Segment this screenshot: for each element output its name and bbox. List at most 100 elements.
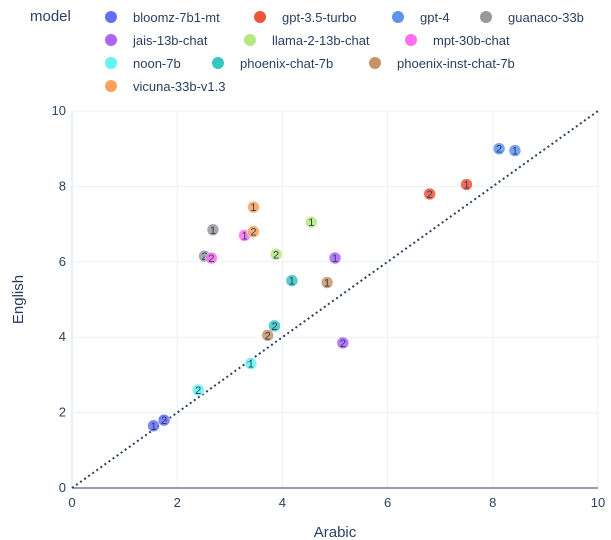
point-label: 2 (427, 189, 433, 201)
y-tick-label-3: 6 (59, 254, 66, 269)
point-guanaco-33b-1: 1 (206, 223, 220, 237)
legend-label: noon-7b (133, 56, 181, 71)
legend-item-mpt-30b-chat[interactable]: mpt-30b-chat (405, 33, 510, 48)
legend-item-guanaco-33b[interactable]: guanaco-33b (480, 10, 584, 25)
point-marker (244, 357, 258, 370)
point-label: 2 (208, 253, 214, 265)
y-tick-label-5: 10 (52, 103, 66, 118)
point-marker (269, 248, 283, 261)
point-marker (492, 142, 506, 155)
point-label: 2 (273, 249, 279, 261)
point-bloomz-7b1-mt-2: 2 (157, 413, 171, 427)
y-tick-label-2: 4 (59, 329, 66, 344)
point-label: 2 (271, 321, 277, 333)
point-marker (328, 251, 342, 265)
grid (71, 110, 599, 489)
point-label: 2 (250, 227, 256, 239)
point-llama-2-13b-chat-1: 1 (305, 215, 318, 229)
point-label: 1 (241, 230, 247, 242)
point-marker (261, 329, 274, 342)
point-label: 2 (201, 251, 207, 263)
point-marker (191, 383, 205, 397)
legend-label: jais-13b-chat (132, 33, 208, 48)
point-label: 1 (250, 202, 256, 214)
point-marker (423, 187, 436, 201)
legend-marker (212, 57, 224, 69)
point-vicuna-33b-v1.3-2: 2 (247, 225, 260, 239)
legend-marker (105, 11, 117, 23)
point-label: 1 (463, 180, 469, 192)
point-jais-13b-chat-1: 1 (328, 251, 342, 265)
legend-item-phoenix-chat-7b[interactable]: phoenix-chat-7b (212, 56, 333, 71)
point-jais-13b-chat-2: 2 (336, 336, 350, 350)
point-label: 1 (150, 421, 156, 433)
x-tick-label-0: 0 (68, 495, 75, 510)
x-tick-label-3: 6 (384, 495, 391, 510)
legend-label: bloomz-7b1-mt (133, 10, 220, 25)
point-gpt-3.5-turbo-1: 1 (460, 178, 473, 192)
point-label: 2 (496, 144, 502, 156)
legend-label: gpt-3.5-turbo (282, 10, 356, 25)
legend-marker (105, 34, 117, 46)
point-marker (205, 251, 218, 265)
legend-item-vicuna-33b-v1.3[interactable]: vicuna-33b-v1.3 (105, 79, 226, 94)
point-label: 2 (340, 338, 346, 350)
point-marker (508, 144, 522, 157)
legend-item-gpt-4[interactable]: gpt-4 (392, 10, 450, 25)
point-label: 2 (265, 330, 271, 342)
point-marker (247, 200, 260, 214)
point-vicuna-33b-v1.3-1: 1 (247, 200, 260, 214)
y-tick-label-1: 2 (59, 405, 66, 420)
legend-item-noon-7b[interactable]: noon-7b (105, 56, 181, 71)
legend-marker (369, 57, 381, 69)
point-marker (285, 274, 299, 287)
legend-item-gpt-3.5-turbo[interactable]: gpt-3.5-turbo (254, 10, 356, 25)
point-label: 1 (248, 359, 254, 371)
point-label: 1 (332, 253, 338, 265)
point-phoenix-chat-7b-2: 2 (268, 319, 281, 333)
legend-item-bloomz-7b1-mt[interactable]: bloomz-7b1-mt (105, 10, 220, 25)
point-noon-7b-1: 1 (244, 357, 258, 371)
point-label: 2 (195, 385, 201, 397)
legend-item-phoenix-inst-chat-7b[interactable]: phoenix-inst-chat-7b (369, 56, 515, 71)
point-noon-7b-2: 2 (191, 383, 205, 397)
legend-item-llama-2-13b-chat[interactable]: llama-2-13b-chat (244, 33, 370, 48)
point-marker (320, 276, 334, 289)
point-gpt-4-2: 2 (492, 142, 506, 156)
point-marker (247, 225, 260, 238)
point-marker (336, 336, 350, 350)
x-tick-label-1: 2 (174, 495, 181, 510)
point-label: 1 (308, 217, 314, 229)
legend-label: phoenix-chat-7b (240, 56, 333, 71)
y-tick-label-4: 8 (59, 178, 66, 193)
point-gpt-3.5-turbo-2: 2 (423, 187, 436, 201)
axis-ticks: 0 2 4 6 8 10 0 2 4 6 8 10 (52, 103, 606, 510)
legend-marker (405, 34, 417, 46)
legend-marker (105, 80, 117, 92)
point-label: 1 (289, 276, 295, 288)
legend: model bloomz-7b1-mt gpt-3.5-turbo gpt-4 guan… (30, 8, 584, 94)
legend-label: phoenix-inst-chat-7b (397, 56, 515, 71)
legend-marker (480, 11, 492, 23)
point-marker (147, 419, 160, 433)
x-tick-label-4: 8 (489, 495, 496, 510)
point-marker (268, 319, 281, 333)
point-phoenix-inst-chat-7b-2: 2 (261, 329, 274, 342)
point-bloomz-7b1-mt-1: 1 (147, 419, 160, 433)
legend-marker (254, 11, 266, 23)
legend-marker (105, 57, 117, 69)
point-marker (206, 223, 220, 237)
legend-label: vicuna-33b-v1.3 (133, 79, 226, 94)
y-tick-label-0: 0 (59, 480, 66, 495)
point-marker (305, 215, 318, 229)
x-tick-label-2: 4 (279, 495, 286, 510)
legend-label: llama-2-13b-chat (272, 33, 370, 48)
legend-item-jais-13b-chat[interactable]: jais-13b-chat (105, 33, 208, 48)
point-label: 1 (512, 146, 518, 158)
x-tick-label-5: 10 (591, 495, 605, 510)
legend-label: gpt-4 (420, 10, 450, 25)
point-marker (157, 413, 171, 427)
point-gpt-4-1: 1 (508, 144, 522, 158)
